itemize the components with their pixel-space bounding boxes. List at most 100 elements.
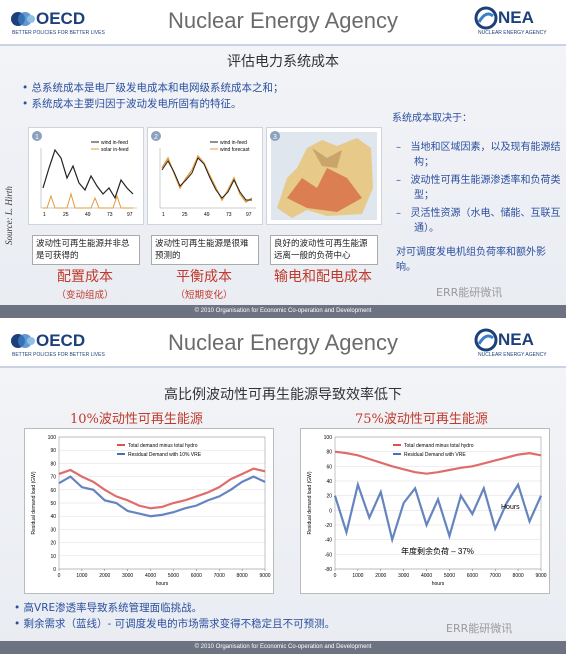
x-tick-label: 7000 (490, 573, 501, 579)
x-tick-label: 8000 (513, 573, 524, 579)
y-tick-label: 80 (326, 450, 332, 456)
x-tick-label: 73 (107, 212, 113, 218)
x-tick-label: 2000 (99, 573, 110, 579)
annotation: Hours (501, 504, 520, 511)
x-tick-label: 97 (246, 212, 252, 218)
caption: 波动性可再生能源是很难预测的 (151, 235, 259, 265)
footer: © 2010 Organisation for Economic Co-oper… (0, 305, 566, 318)
panel-number: 1 (35, 134, 39, 141)
series-line (334, 450, 542, 475)
panel-number: 3 (273, 134, 277, 141)
series-line (58, 475, 266, 518)
side-item: – 波动性可再生能源渗透率和负荷类型； (396, 175, 561, 201)
tagline: BETTER POLICIES FOR BETTER LIVES (12, 352, 105, 358)
y-tick-label: 60 (326, 464, 332, 470)
bullet: • 剩余需求（蓝线）- 可调度发电的市场需求变得不稳定且不可预测。 (14, 618, 336, 630)
caption: 波动性可再生能源并非总是可获得的 (32, 235, 140, 265)
side-item-text: 当地和区域因素，以及现有能源结构； (410, 142, 561, 168)
x-tick-label: 6000 (191, 573, 202, 579)
bullet-text: 剩余需求（蓝线）- 可调度发电的市场需求变得不稳定且不可预测。 (23, 618, 336, 630)
x-tick-label: 0 (58, 573, 61, 579)
y-tick-label: 100 (48, 435, 57, 441)
agency: NEA (498, 8, 534, 27)
org: OECD (36, 331, 86, 350)
x-tick-label: 1 (162, 212, 165, 218)
title: Nuclear Energy Agency (168, 8, 398, 33)
cost-note: （短期变化） (175, 290, 233, 301)
side-item: – 灵活性资源（水电、储能、互联互通）。 (396, 208, 561, 234)
header: OECD BETTER POLICIES FOR BETTER LIVES Nu… (0, 0, 566, 46)
panel: 2 wind in-feed wind forecast 1 25 49 73 … (147, 127, 263, 225)
series-line (58, 467, 266, 510)
bullet-text: 总系统成本是电厂级发电成本和电网级系统成本之和； (31, 82, 284, 94)
y-tick-label: 100 (324, 435, 333, 441)
side-heading: 系统成本取决于： (392, 113, 472, 124)
slide: OECD BETTER POLICIES FOR BETTER LIVES Nu… (0, 322, 566, 654)
side-item-text: 灵活性资源（水电、储能、互联互通）。 (410, 208, 561, 234)
caption: 良好的波动性可再生能源远离一般的负荷中心 (270, 235, 378, 265)
cost: 平衡成本 (176, 269, 232, 285)
x-tick-label: 1000 (76, 573, 87, 579)
watermark: ERR能研微讯 (436, 286, 503, 299)
map: 3 (270, 131, 377, 220)
annotation: 年度剩余负荷 – 37% (401, 546, 474, 556)
y-tick-label: 60 (50, 488, 56, 494)
agency-full: NUCLEAR ENERGY AGENCY (478, 30, 547, 36)
chart-title: 10%波动性可再生能源 (70, 412, 203, 427)
x-tick-label: 8000 (237, 573, 248, 579)
slide: OECD BETTER POLICIES FOR BETTER LIVES Nu… (0, 0, 566, 318)
watermark: ERR能研微讯 (446, 622, 513, 635)
legend-label: wind forecast (220, 147, 250, 153)
y-tick-label: -60 (325, 552, 332, 558)
panel: 3 (266, 127, 382, 225)
side-item: – 当地和区域因素，以及现有能源结构； (396, 142, 561, 168)
x-axis-label: hours (432, 581, 445, 587)
bullet: • 系统成本主要归因于波动发电所固有的特征。 (22, 98, 242, 110)
x-tick-label: 73 (226, 212, 232, 218)
x-tick-label: 25 (182, 212, 188, 218)
x-tick-label: 97 (127, 212, 133, 218)
x-tick-label: 9000 (259, 573, 270, 579)
heading: 高比例波动性可再生能源导致效率低下 (164, 387, 402, 403)
y-tick-label: 90 (50, 448, 56, 454)
source: Source: L. Hirth (4, 186, 14, 245)
org: OECD (36, 9, 86, 28)
bullet: • 高VRE渗透率导致系统管理面临挑战。 (14, 602, 203, 614)
y-tick-label: 40 (50, 514, 56, 520)
agency-full: NUCLEAR ENERGY AGENCY (478, 352, 547, 358)
series-line (333, 480, 543, 544)
side-item-text: 波动性可再生能源渗透率和负荷类型； (410, 175, 561, 201)
x-tick-label: 6000 (467, 573, 478, 579)
x-tick-label: 7000 (214, 573, 225, 579)
header: OECD BETTER POLICIES FOR BETTER LIVES Nu… (0, 322, 566, 368)
x-tick-label: 49 (85, 212, 91, 218)
x-tick-label: 3000 (122, 573, 133, 579)
y-tick-label: 80 (50, 461, 56, 467)
tagline: BETTER POLICIES FOR BETTER LIVES (12, 30, 105, 36)
legend-label: Residual Demand with 10% VRE (128, 452, 202, 458)
x-tick-label: 9000 (535, 573, 546, 579)
agency: NEA (498, 330, 534, 349)
legend-label: wind in-feed (101, 140, 128, 146)
y-tick-label: -80 (325, 567, 332, 573)
x-tick-label: 1 (43, 212, 46, 218)
oecd-logo (11, 334, 35, 348)
bullet: • 总系统成本是电厂级发电成本和电网级系统成本之和； (22, 82, 284, 94)
heading: 评估电力系统成本 (227, 54, 339, 70)
x-tick-label: 5000 (444, 573, 455, 579)
x-tick-label: 4000 (145, 573, 156, 579)
legend-label: Total demand minus total hydro (404, 443, 474, 449)
y-tick-label: 20 (50, 541, 56, 547)
mini-chart: 1 wind in-feed solar in-feed 1 25 49 73 … (32, 131, 137, 218)
nea-logo (474, 328, 498, 352)
mini-chart: 2 wind in-feed wind forecast 1 25 49 73 … (151, 131, 256, 218)
x-tick-label: 2000 (375, 573, 386, 579)
x-tick-label: 49 (204, 212, 210, 218)
x-tick-label: 3000 (398, 573, 409, 579)
cost: 输电和配电成本 (274, 269, 372, 285)
plot-frame (58, 436, 266, 570)
x-tick-label: 0 (334, 573, 337, 579)
y-tick-label: -40 (325, 538, 332, 544)
cost: 配置成本 (57, 269, 113, 285)
